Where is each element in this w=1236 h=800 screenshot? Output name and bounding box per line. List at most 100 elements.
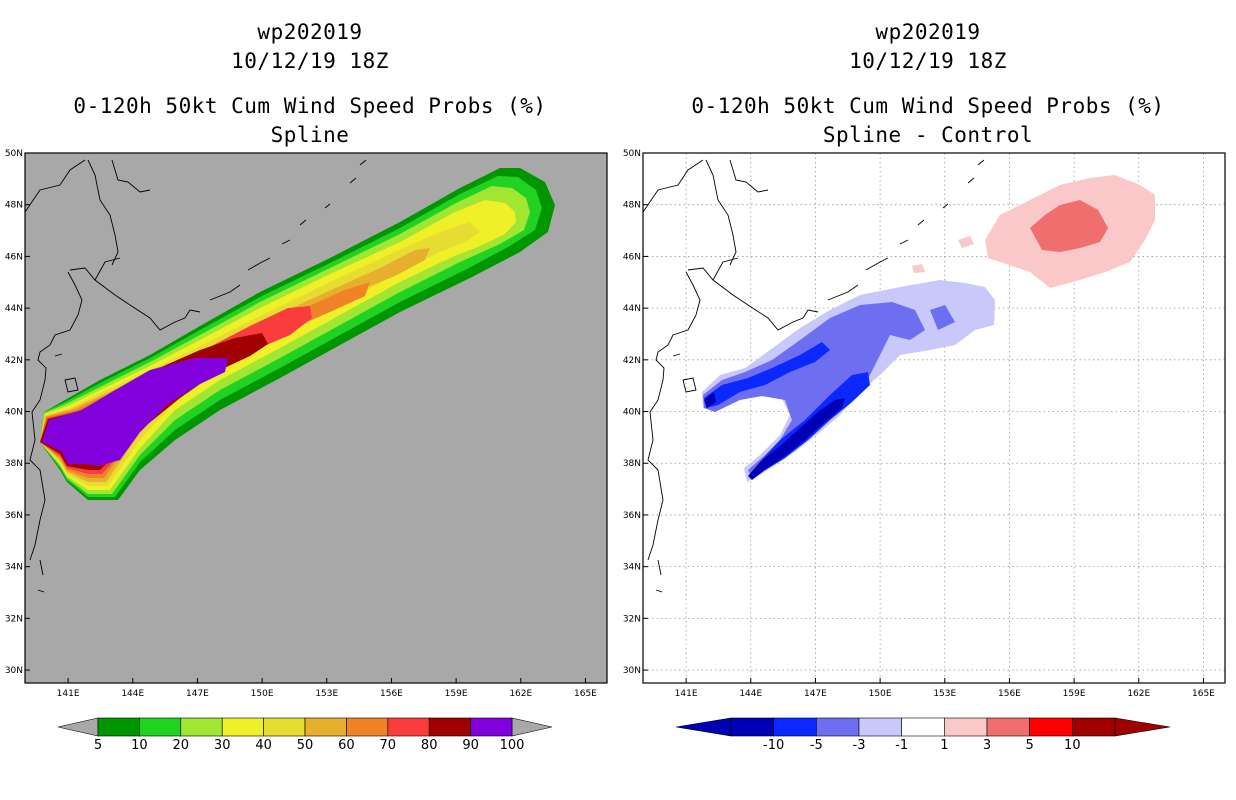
colorbar-label: -5: [810, 738, 823, 753]
left-axis-labels: 141E 144E 147E 150E 153E 156E 159E 162E 165E 30N 3…: [5, 149, 597, 699]
lon-tick-label: 162E: [509, 689, 532, 699]
lat-tick-label: 50N: [623, 149, 641, 159]
lat-tick-label: 42N: [623, 356, 641, 366]
colorbar-high-arrow: [1114, 717, 1171, 737]
colorbar-label: 10: [131, 738, 148, 753]
lon-tick-label: 150E: [251, 689, 274, 699]
colorbar-swatch: [816, 717, 860, 737]
swath-90pct: [42, 358, 228, 466]
colorbar-label: 60: [338, 738, 355, 753]
colorbar-swatch: [986, 717, 1030, 737]
colorbar-label: 3: [983, 738, 991, 753]
lat-tick-label: 36N: [5, 511, 23, 521]
colorbar-swatch: [1029, 717, 1073, 737]
left-probability-swath: [40, 168, 555, 500]
honshu-islands: [54, 353, 79, 393]
colorbar-label: 5: [1026, 738, 1034, 753]
right-gridlines: [643, 152, 1225, 683]
right-storm-id: wp202019: [875, 20, 981, 44]
colorbar-label: 1: [940, 738, 948, 753]
right-product-title: 0-120h 50kt Cum Wind Speed Probs (%): [691, 94, 1165, 118]
colorbar-swatch: [263, 717, 306, 737]
colorbar-label: 20: [173, 738, 190, 753]
lat-tick-label: 34N: [5, 563, 23, 573]
japan-coastline: [25, 159, 86, 593]
diff-pos-3: [1030, 200, 1108, 252]
right-axis-labels: 141E 144E 147E 150E 153E 156E 159E 162E 165E 30N 3…: [623, 149, 1215, 699]
right-map-frame: [642, 152, 1226, 684]
sakhalin-coastline-right: [705, 159, 769, 266]
lat-tick-label: 38N: [623, 459, 641, 469]
colorbar-swatch: [304, 717, 347, 737]
colorbar-label: 90: [462, 738, 479, 753]
lat-tick-label: 46N: [623, 252, 641, 262]
lat-tick-label: 42N: [5, 356, 23, 366]
lon-tick-label: 147E: [804, 689, 827, 699]
lon-tick-label: 156E: [380, 689, 403, 699]
lon-tick-label: 165E: [574, 689, 597, 699]
colorbar-swatch: [180, 717, 223, 737]
lat-tick-label: 44N: [623, 304, 641, 314]
lon-tick-label: 159E: [1063, 689, 1086, 699]
diff-neg-10: [704, 392, 845, 480]
right-datetime: 10/12/19 18Z: [849, 49, 1007, 73]
lat-tick-label: 32N: [623, 614, 641, 624]
colorbar-low-arrow: [675, 717, 732, 737]
colorbar-swatch: [470, 717, 513, 737]
colorbar-label: -10: [763, 738, 784, 753]
right-subtitle: Spline - Control: [822, 123, 1034, 147]
lat-tick-label: 36N: [623, 511, 641, 521]
lon-tick-label: 153E: [933, 689, 956, 699]
lat-tick-label: 32N: [5, 614, 23, 624]
left-datetime: 10/12/19 18Z: [231, 49, 389, 73]
left-title-block: wp202019 10/12/19 18Z 0-120h 50kt Cum Wi…: [20, 18, 600, 150]
lon-tick-label: 153E: [315, 689, 338, 699]
right-coastlines: [643, 159, 985, 593]
left-map-panel: 141E 144E 147E 150E 153E 156E 159E 162E 165E 30N 3…: [5, 149, 608, 699]
left-storm-id: wp202019: [257, 20, 363, 44]
colorbar-swatch: [97, 717, 140, 737]
colorbar-label: -3: [853, 738, 866, 753]
lat-tick-label: 34N: [623, 563, 641, 573]
colorbar-label: 10: [1064, 738, 1081, 753]
colorbar-swatch: [944, 717, 988, 737]
colorbar-swatch: [730, 717, 774, 737]
lat-tick-label: 48N: [623, 201, 641, 211]
right-colorbar: -10 -5 -3 -1 1 3 5 10: [675, 717, 1171, 753]
colorbar-label: -1: [895, 738, 908, 753]
left-subtitle: Spline: [270, 123, 350, 147]
lat-tick-label: 44N: [5, 304, 23, 314]
colorbar-low-arrow: [57, 717, 99, 737]
colorbar-label: 5: [94, 738, 102, 753]
right-title-block: wp202019 10/12/19 18Z 0-120h 50kt Cum Wi…: [638, 18, 1218, 150]
colorbar-label: 40: [255, 738, 272, 753]
kuril-islands-right: [827, 159, 985, 301]
left-coastlines: [25, 159, 367, 593]
colorbar-swatch: [858, 717, 902, 737]
lat-tick-label: 46N: [5, 252, 23, 262]
colorbar-swatch: [1072, 717, 1116, 737]
lon-tick-label: 144E: [121, 689, 144, 699]
lon-tick-label: 159E: [445, 689, 468, 699]
lon-tick-label: 156E: [998, 689, 1021, 699]
kuril-islands: [209, 159, 367, 301]
colorbar-label: 50: [297, 738, 314, 753]
left-map-frame: [24, 152, 608, 684]
colorbar-swatch: [773, 717, 817, 737]
colorbar-high-arrow: [511, 717, 553, 737]
lat-tick-label: 50N: [5, 149, 23, 159]
colorbar-label: 30: [214, 738, 231, 753]
right-difference-field: [702, 175, 1155, 482]
left-colorbar: 5 10 20 30 40 50 60 70 80 90 100: [57, 717, 553, 753]
colorbar-swatch: [346, 717, 389, 737]
lat-tick-label: 30N: [5, 666, 23, 676]
honshu-islands-right: [672, 353, 697, 393]
colorbar-swatch: [901, 717, 945, 737]
colorbar-label: 100: [500, 738, 525, 753]
colorbar-swatch: [387, 717, 430, 737]
lon-tick-label: 144E: [739, 689, 762, 699]
colorbar-label: 70: [380, 738, 397, 753]
lon-tick-label: 147E: [186, 689, 209, 699]
colorbar-swatch: [221, 717, 264, 737]
